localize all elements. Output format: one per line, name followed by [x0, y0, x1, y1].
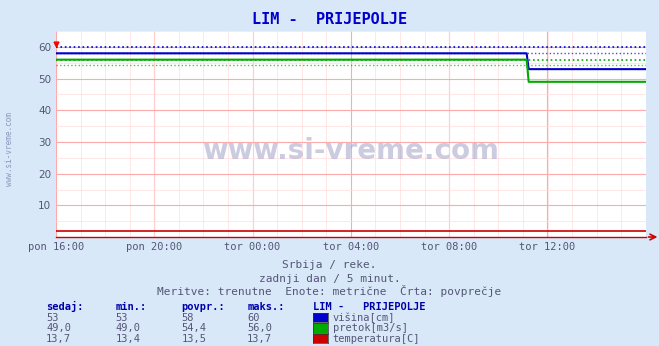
Text: višina[cm]: višina[cm] — [333, 313, 395, 323]
Text: 13,4: 13,4 — [115, 334, 140, 344]
Text: 13,5: 13,5 — [181, 334, 206, 344]
Text: 58: 58 — [181, 313, 194, 323]
Text: zadnji dan / 5 minut.: zadnji dan / 5 minut. — [258, 274, 401, 284]
Text: 56,0: 56,0 — [247, 324, 272, 334]
Text: min.:: min.: — [115, 302, 146, 312]
Text: LIM -  PRIJEPOLJE: LIM - PRIJEPOLJE — [252, 12, 407, 27]
Text: povpr.:: povpr.: — [181, 302, 225, 312]
Text: LIM -   PRIJEPOLJE: LIM - PRIJEPOLJE — [313, 302, 426, 312]
Text: 60: 60 — [247, 313, 260, 323]
Text: 53: 53 — [115, 313, 128, 323]
Text: 49,0: 49,0 — [46, 324, 71, 334]
Text: Meritve: trenutne  Enote: metrične  Črta: povprečje: Meritve: trenutne Enote: metrične Črta: … — [158, 285, 501, 297]
Text: 53: 53 — [46, 313, 59, 323]
Text: 13,7: 13,7 — [46, 334, 71, 344]
Text: pretok[m3/s]: pretok[m3/s] — [333, 324, 408, 334]
Text: 49,0: 49,0 — [115, 324, 140, 334]
Text: maks.:: maks.: — [247, 302, 285, 312]
Text: 54,4: 54,4 — [181, 324, 206, 334]
Text: Srbija / reke.: Srbija / reke. — [282, 260, 377, 270]
Text: www.si-vreme.com: www.si-vreme.com — [202, 137, 500, 165]
Text: www.si-vreme.com: www.si-vreme.com — [5, 112, 14, 186]
Text: temperatura[C]: temperatura[C] — [333, 334, 420, 344]
Text: 13,7: 13,7 — [247, 334, 272, 344]
Text: sedaj:: sedaj: — [46, 301, 84, 312]
